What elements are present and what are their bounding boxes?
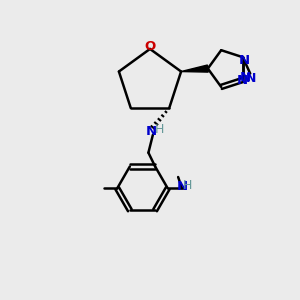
Text: O: O <box>144 40 156 53</box>
Text: H: H <box>183 178 192 192</box>
Text: N: N <box>239 54 250 67</box>
Polygon shape <box>181 65 208 72</box>
Text: N: N <box>246 72 256 86</box>
Text: N: N <box>240 71 251 84</box>
Text: H: H <box>155 123 164 136</box>
Text: N: N <box>146 125 157 138</box>
Text: N: N <box>176 180 188 194</box>
Text: N: N <box>237 74 248 87</box>
